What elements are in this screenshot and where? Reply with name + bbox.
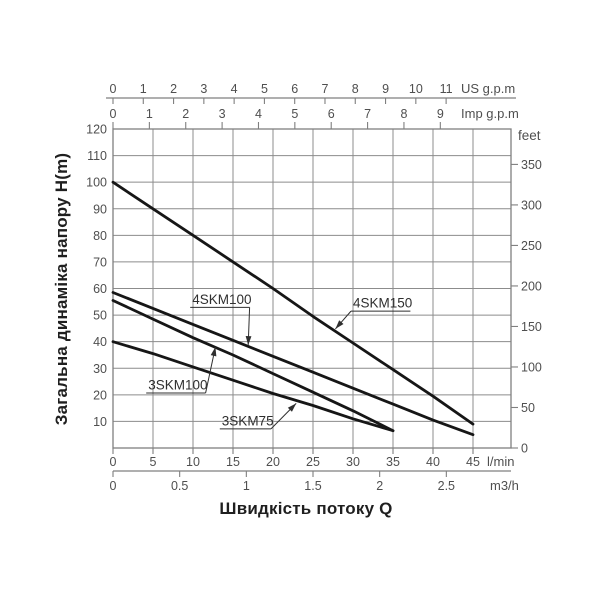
imp-gpm-axis: 0 1 2 3 4 5 6 7 8 9 Imp g.p.m: [110, 106, 519, 129]
feet-unit-label: feet: [518, 128, 541, 143]
imp-gpm-tick-label: 3: [219, 107, 226, 121]
feet-tick-label: 100: [521, 360, 542, 374]
lmin-tick-label: 25: [306, 455, 320, 469]
callout-arrowhead: [245, 336, 252, 346]
us-gpm-tick-label: 11: [440, 82, 453, 96]
us-gpm-tick-label: 4: [231, 82, 238, 96]
us-gpm-unit-label: US g.p.m: [461, 81, 515, 96]
lmin-tick-label: 5: [150, 455, 157, 469]
lmin-tick-label: 10: [186, 455, 200, 469]
imp-gpm-tick-label: 2: [182, 107, 189, 121]
m3h-tick-label: 1.5: [304, 479, 321, 493]
imp-gpm-tick-label: 4: [255, 107, 262, 121]
hm-tick-label: 10: [93, 415, 107, 429]
m3h-axis: 0 0.5 1 1.5 2 2.5 m3/h: [110, 470, 519, 493]
hm-tick-label: 50: [93, 309, 107, 323]
hm-axis: 10 20 30 40 50 60 70 80 90 100 110 120: [86, 123, 107, 429]
imp-gpm-tick-label: 6: [328, 107, 335, 121]
curve-4SKM150: [111, 180, 475, 426]
us-gpm-tick-label: 1: [140, 82, 147, 96]
feet-tick-label: 250: [521, 239, 542, 253]
feet-tick-label: 200: [521, 279, 542, 293]
imp-gpm-tick-label: 1: [146, 107, 153, 121]
lmin-tick-label: 30: [346, 455, 360, 469]
feet-tick-label: 50: [521, 401, 535, 415]
hm-tick-label: 110: [87, 149, 107, 163]
hm-tick-label: 30: [93, 362, 107, 376]
feet-tick-label: 0: [521, 442, 528, 456]
us-gpm-tick-label: 0: [110, 82, 117, 96]
imp-gpm-tick-label: 8: [400, 107, 407, 121]
hm-tick-label: 40: [93, 335, 107, 349]
us-gpm-tick-label: 8: [352, 82, 359, 96]
hm-tick-label: 80: [93, 229, 107, 243]
m3h-tick-label: 0: [110, 479, 117, 493]
lmin-tick-label: 45: [466, 455, 480, 469]
callout-arrowhead: [210, 346, 217, 357]
hm-tick-label: 120: [86, 123, 107, 137]
lmin-tick-label: 35: [386, 455, 400, 469]
imp-gpm-unit-label: Imp g.p.m: [461, 106, 519, 121]
x-axis-title: Швидкість потоку Q: [219, 499, 393, 518]
curve-4SKM100: [111, 291, 475, 437]
us-gpm-tick-label: 3: [200, 82, 207, 96]
series-curves: [111, 180, 475, 437]
callout-4SKM150: 4SKM150: [335, 296, 412, 330]
imp-gpm-tick-label: 0: [110, 107, 117, 121]
hm-tick-label: 100: [86, 176, 107, 190]
us-gpm-tick-label: 9: [382, 82, 389, 96]
callout-4SKM100: 4SKM100: [190, 292, 252, 346]
feet-tick-label: 350: [521, 158, 542, 172]
hm-tick-label: 70: [93, 255, 107, 269]
imp-gpm-tick-label: 9: [437, 107, 444, 121]
us-gpm-tick-label: 7: [322, 82, 329, 96]
hm-tick-label: 20: [93, 388, 107, 402]
m3h-tick-label: 0.5: [171, 479, 188, 493]
y-axis-title: Загальна динаміка напору H(m): [52, 152, 71, 426]
callout-label: 4SKM150: [353, 296, 412, 311]
us-gpm-tick-label: 2: [170, 82, 177, 96]
lmin-tick-label: 15: [226, 455, 240, 469]
callout-3SKM100: 3SKM100: [146, 346, 217, 394]
callout-arrowhead: [335, 320, 344, 329]
callout-label: 3SKM75: [222, 413, 274, 428]
gridlines: [112, 128, 511, 448]
hm-tick-label: 90: [93, 202, 107, 216]
plot-border: [112, 128, 512, 449]
lmin-unit-label: l/min: [487, 454, 514, 469]
lmin-tick-label: 20: [266, 455, 280, 469]
curve-3SKM75: [111, 340, 395, 433]
callout-3SKM75: 3SKM75: [219, 402, 297, 430]
callout-label: 3SKM100: [148, 378, 207, 393]
m3h-unit-label: m3/h: [490, 478, 519, 493]
imp-gpm-tick-label: 5: [291, 107, 298, 121]
callout-arrowhead: [287, 403, 297, 412]
curve-callouts: 4SKM100 4SKM150 3SKM100 3SKM75: [146, 292, 412, 430]
m3h-tick-label: 1: [243, 479, 250, 493]
feet-tick-label: 150: [521, 320, 542, 334]
imp-gpm-tick-label: 7: [364, 107, 371, 121]
us-gpm-tick-label: 10: [409, 82, 423, 96]
lmin-tick-label: 0: [110, 455, 117, 469]
feet-tick-label: 300: [521, 198, 542, 212]
lmin-tick-label: 40: [426, 455, 440, 469]
us-gpm-tick-label: 6: [291, 82, 298, 96]
m3h-tick-label: 2.5: [438, 479, 455, 493]
lmin-axis: 0 5 10 15 20 25 30 35 40 45 l/min: [110, 448, 514, 469]
curve-3SKM100: [111, 299, 395, 433]
feet-axis: 0 50 100 150 200 250 300 350 feet: [511, 128, 542, 456]
callout-label: 4SKM100: [192, 292, 251, 307]
hm-tick-label: 60: [93, 282, 107, 296]
us-gpm-axis: 0 1 2 3 4 5 6 7 8 9 10 11 US g.p.m: [106, 81, 516, 104]
m3h-tick-label: 2: [376, 479, 383, 493]
us-gpm-tick-label: 5: [261, 82, 268, 96]
